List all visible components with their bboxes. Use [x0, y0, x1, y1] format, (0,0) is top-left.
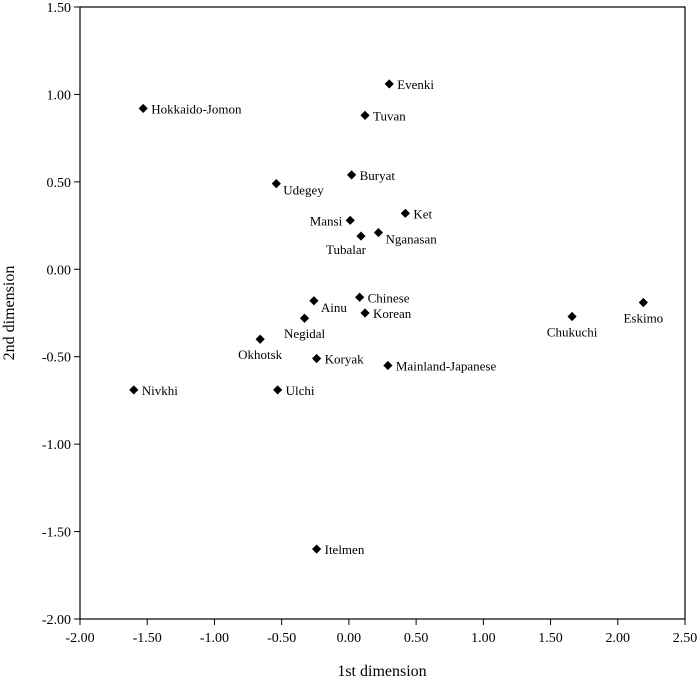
- x-tick-label: -1.00: [200, 631, 229, 646]
- data-points: [129, 79, 648, 554]
- data-point-marker: [567, 311, 577, 322]
- data-point-label: Korean: [373, 306, 412, 321]
- data-point-marker: [346, 170, 357, 180]
- data-point-labels: Evenki Hokkaido-Jomon Tuvan Buryat Udegey Ket…: [142, 77, 663, 557]
- x-tick-label: 0.00: [337, 631, 362, 646]
- data-point-label: Mainland-Japanese: [396, 358, 497, 373]
- data-point-marker: [129, 385, 139, 395]
- data-point-label: Ulchi: [286, 383, 315, 398]
- y-tick-label: -1.00: [42, 438, 71, 453]
- x-tick-label: -2.00: [65, 631, 94, 646]
- data-point-label: Hokkaido-Jomon: [151, 101, 242, 116]
- data-point-label: Nivkhi: [142, 383, 179, 398]
- y-tick-label: -2.00: [42, 613, 71, 628]
- data-point-label: Evenki: [397, 77, 434, 92]
- y-axis: -2.00 -1.50 -1.00 -0.50 0.00 0.50 1.00 1.50: [42, 1, 80, 628]
- x-tick-label: 1.00: [471, 631, 496, 646]
- plot-area-frame: [79, 6, 686, 620]
- x-tick-label: 0.50: [404, 631, 429, 646]
- data-point-label: Chukuchi: [547, 324, 598, 339]
- data-point-label: Tuvan: [373, 108, 406, 123]
- data-point-marker: [255, 334, 265, 344]
- x-tick-label: 2.00: [606, 631, 631, 646]
- data-point-marker: [299, 313, 310, 323]
- data-point-label: Negidal: [284, 326, 326, 341]
- x-tick-label: -0.50: [267, 631, 296, 646]
- data-point-marker: [360, 110, 370, 121]
- data-point-marker: [638, 297, 648, 308]
- x-axis: -2.00 -1.50 -1.00 -0.50 0.00 0.50 1.00 1.50 2.00…: [65, 619, 697, 646]
- y-tick-label: 0.00: [47, 263, 72, 278]
- data-point-marker: [384, 79, 394, 89]
- data-point-marker: [400, 208, 410, 218]
- y-axis-title: 2nd dimension: [1, 266, 18, 361]
- data-point-label: Chinese: [368, 290, 410, 305]
- x-tick-label: 2.50: [673, 631, 698, 646]
- data-point-marker: [312, 544, 322, 554]
- data-point-marker: [360, 308, 370, 318]
- data-point-label: Ket: [413, 206, 432, 221]
- data-point-label: Okhotsk: [238, 347, 283, 362]
- data-point-label: Tubalar: [326, 242, 367, 257]
- y-tick-label: 0.50: [47, 176, 72, 191]
- data-point-marker: [383, 360, 393, 371]
- x-axis-title: 1st dimension: [337, 663, 426, 680]
- data-point-label: Nganasan: [385, 232, 437, 247]
- data-point-marker: [309, 296, 319, 306]
- data-point-label: Buryat: [360, 168, 396, 183]
- data-point-marker: [312, 353, 322, 364]
- data-point-marker: [273, 385, 283, 395]
- data-point-label: Koryak: [325, 351, 364, 366]
- x-tick-label: -1.50: [133, 631, 162, 646]
- y-tick-label: 1.50: [47, 1, 72, 16]
- data-point-label: Itelmen: [325, 542, 365, 557]
- y-tick-label: -0.50: [42, 351, 71, 366]
- data-point-label: Mansi: [310, 213, 343, 228]
- data-point-marker: [271, 179, 281, 189]
- data-point-marker: [355, 292, 365, 302]
- data-point-marker: [356, 231, 366, 241]
- data-point-marker: [138, 103, 148, 114]
- data-point-label: Eskimo: [623, 311, 663, 326]
- y-tick-label: -1.50: [42, 526, 71, 541]
- x-tick-label: 1.50: [538, 631, 563, 646]
- data-point-label: Udegey: [283, 183, 324, 198]
- data-point-label: Ainu: [321, 300, 348, 315]
- data-point-marker: [345, 215, 355, 225]
- y-tick-label: 1.00: [47, 88, 72, 103]
- data-point-marker: [373, 227, 384, 238]
